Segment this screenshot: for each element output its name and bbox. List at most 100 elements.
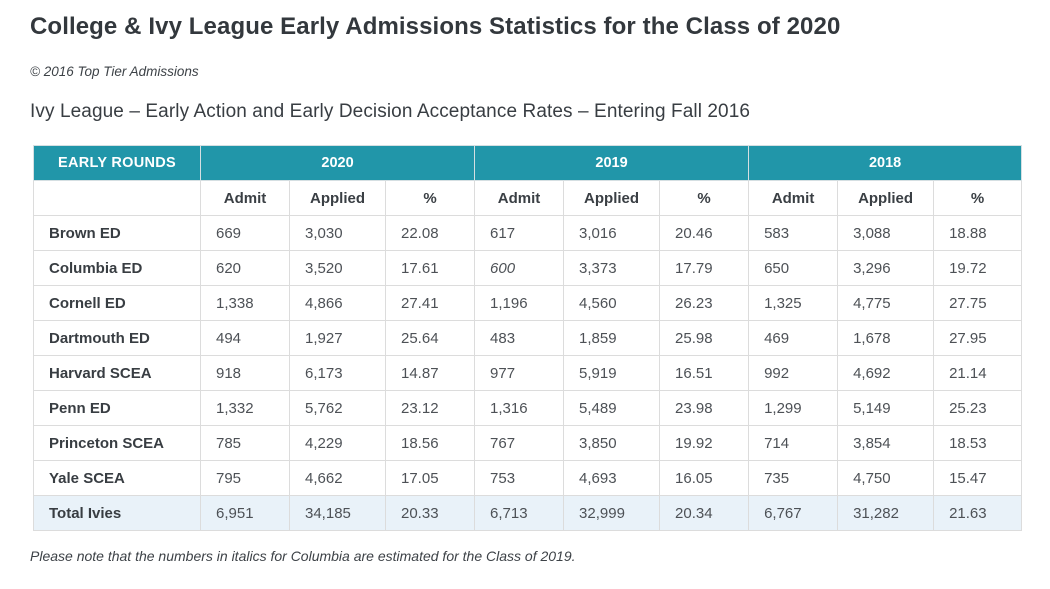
- data-cell: 5,149: [837, 390, 935, 426]
- subheader-percent-2018: %: [933, 180, 1023, 216]
- page-title: College & Ivy League Early Admissions St…: [30, 13, 841, 40]
- data-cell: 3,088: [837, 215, 935, 251]
- data-cell: 3,016: [563, 215, 661, 251]
- data-cell: 6,713: [474, 495, 565, 531]
- data-cell: 6,767: [748, 495, 839, 531]
- data-cell: 3,520: [289, 250, 386, 286]
- data-cell: 23.98: [659, 390, 750, 426]
- data-cell: 4,775: [837, 285, 935, 321]
- data-cell: 27.75: [933, 285, 1023, 321]
- data-cell: 1,678: [837, 320, 935, 356]
- data-cell: 4,692: [837, 355, 935, 391]
- subheader-admit-2019: Admit: [474, 180, 565, 216]
- data-cell: 600: [474, 250, 565, 286]
- admissions-stats-table: EARLY ROUNDS 2020 2019 2018 Admit Applie…: [33, 145, 1023, 531]
- data-cell: 1,338: [200, 285, 290, 321]
- subheader-percent-2019: %: [659, 180, 750, 216]
- data-cell: 714: [748, 425, 839, 461]
- corner-header-early-rounds: EARLY ROUNDS: [33, 145, 201, 181]
- footnote: Please note that the numbers in italics …: [30, 548, 576, 564]
- data-cell: 16.51: [659, 355, 750, 391]
- data-cell: 5,762: [289, 390, 386, 426]
- table-row: Harvard SCEA 918 6,173 14.87 977 5,919 16.51 99…: [33, 355, 1023, 391]
- data-cell: 3,296: [837, 250, 935, 286]
- data-cell: 650: [748, 250, 839, 286]
- data-cell: 15.47: [933, 460, 1023, 496]
- data-cell: 1,196: [474, 285, 565, 321]
- data-cell: 918: [200, 355, 290, 391]
- data-cell: 32,999: [563, 495, 661, 531]
- data-cell: 21.63: [933, 495, 1023, 531]
- data-cell: 19.72: [933, 250, 1023, 286]
- data-cell: 1,325: [748, 285, 839, 321]
- row-label: Dartmouth ED: [33, 320, 201, 356]
- table-row-total: Total Ivies 6,951 34,185 20.33 6,713 32,999 20…: [33, 495, 1023, 531]
- data-cell: 620: [200, 250, 290, 286]
- data-cell: 3,373: [563, 250, 661, 286]
- subheader-admit-2020: Admit: [200, 180, 290, 216]
- data-cell: 20.46: [659, 215, 750, 251]
- table-row: Cornell ED 1,338 4,866 27.41 1,196 4,560 26.23…: [33, 285, 1023, 321]
- data-cell: 27.41: [384, 285, 476, 321]
- data-cell: 25.98: [659, 320, 750, 356]
- data-cell: 3,850: [563, 425, 661, 461]
- table-row: Brown ED 669 3,030 22.08 617 3,016 20.46 583 3,0…: [33, 215, 1023, 251]
- subheader-applied-2020: Applied: [289, 180, 386, 216]
- table-row: Yale SCEA 795 4,662 17.05 753 4,693 16.05 735 4,…: [33, 460, 1023, 496]
- table-row: Dartmouth ED 494 1,927 25.64 483 1,859 25.98 46…: [33, 320, 1023, 356]
- data-cell: 583: [748, 215, 839, 251]
- data-cell: 767: [474, 425, 565, 461]
- data-cell: 795: [200, 460, 290, 496]
- subheader-empty-cell: [33, 180, 201, 216]
- data-cell: 6,951: [200, 495, 290, 531]
- data-cell: 20.34: [659, 495, 750, 531]
- year-header-2019: 2019: [474, 145, 750, 181]
- data-cell: 483: [474, 320, 565, 356]
- subheader-percent-2020: %: [384, 180, 476, 216]
- data-cell: 23.12: [384, 390, 476, 426]
- row-label: Cornell ED: [33, 285, 201, 321]
- row-label: Harvard SCEA: [33, 355, 201, 391]
- data-cell: 4,560: [563, 285, 661, 321]
- data-cell: 753: [474, 460, 565, 496]
- data-cell: 26.23: [659, 285, 750, 321]
- year-header-2020: 2020: [199, 145, 476, 181]
- data-cell: 4,750: [837, 460, 935, 496]
- data-cell: 31,282: [837, 495, 935, 531]
- data-cell: 19.92: [659, 425, 750, 461]
- data-cell: 617: [474, 215, 565, 251]
- year-header-row: EARLY ROUNDS 2020 2019 2018: [33, 145, 1023, 181]
- data-cell: 5,919: [563, 355, 661, 391]
- data-cell: 20.33: [384, 495, 476, 531]
- subheader-applied-2019: Applied: [563, 180, 661, 216]
- table-row: Columbia ED 620 3,520 17.61 600 3,373 17.79 650…: [33, 250, 1023, 286]
- data-cell: 22.08: [384, 215, 476, 251]
- table-row: Penn ED 1,332 5,762 23.12 1,316 5,489 23.98 1,2…: [33, 390, 1023, 426]
- copyright-line: © 2016 Top Tier Admissions: [30, 64, 199, 79]
- data-cell: 469: [748, 320, 839, 356]
- subheader-applied-2018: Applied: [837, 180, 935, 216]
- data-cell: 1,316: [474, 390, 565, 426]
- table-row: Princeton SCEA 785 4,229 18.56 767 3,850 19.92…: [33, 425, 1023, 461]
- data-cell: 4,229: [289, 425, 386, 461]
- row-label: Total Ivies: [33, 495, 201, 531]
- subheader-admit-2018: Admit: [748, 180, 839, 216]
- row-label: Penn ED: [33, 390, 201, 426]
- data-cell: 17.61: [384, 250, 476, 286]
- data-cell: 18.53: [933, 425, 1023, 461]
- row-label: Yale SCEA: [33, 460, 201, 496]
- data-cell: 21.14: [933, 355, 1023, 391]
- data-cell: 992: [748, 355, 839, 391]
- data-cell: 25.64: [384, 320, 476, 356]
- section-heading: Ivy League – Early Action and Early Deci…: [30, 101, 751, 122]
- data-cell: 17.79: [659, 250, 750, 286]
- data-cell: 17.05: [384, 460, 476, 496]
- data-cell: 3,030: [289, 215, 386, 251]
- data-cell: 4,866: [289, 285, 386, 321]
- data-cell: 27.95: [933, 320, 1023, 356]
- data-cell: 1,332: [200, 390, 290, 426]
- article-page: College & Ivy League Early Admissions St…: [30, 13, 1023, 564]
- data-cell: 4,693: [563, 460, 661, 496]
- data-cell: 6,173: [289, 355, 386, 391]
- data-cell: 4,662: [289, 460, 386, 496]
